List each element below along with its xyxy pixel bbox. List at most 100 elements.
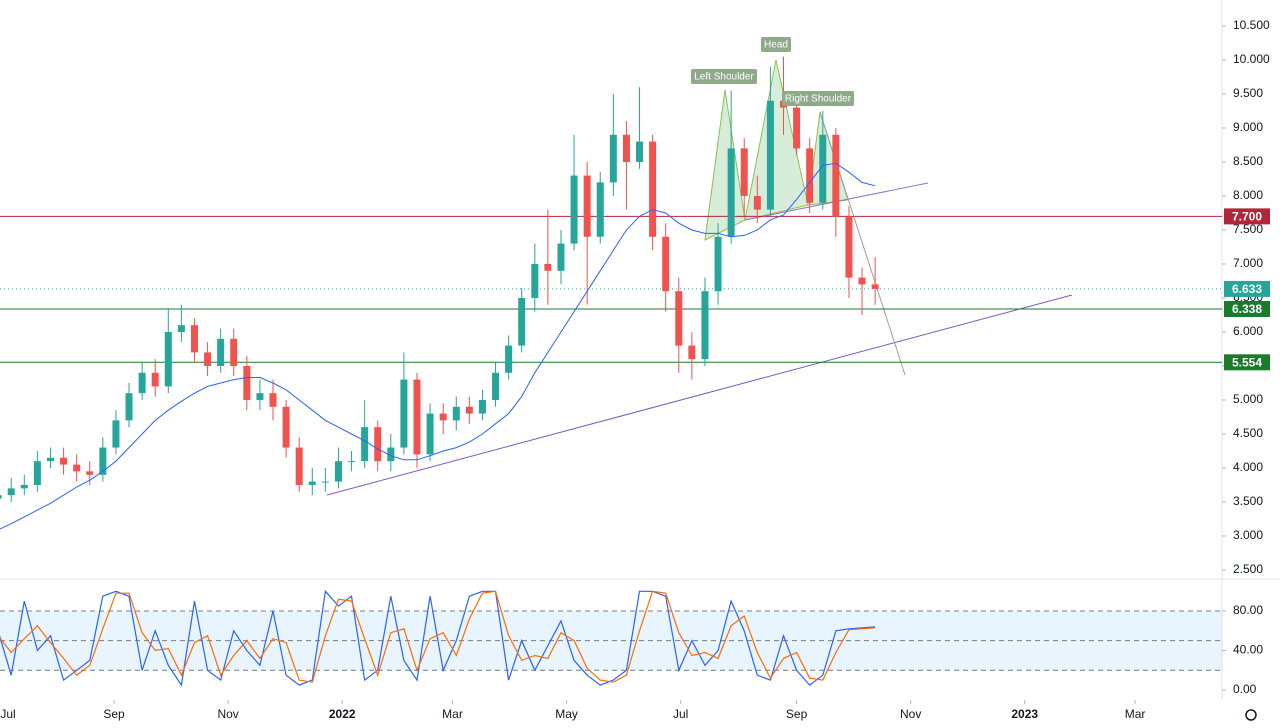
candle-body	[583, 175, 591, 237]
candle-body	[701, 291, 709, 360]
annotation-box	[761, 37, 791, 52]
osc-y-tick-label: 0.00	[1233, 682, 1257, 696]
price-level-label: 7.700	[1232, 210, 1262, 224]
y-tick-label: 10.500	[1233, 18, 1270, 32]
y-tick-label: 4.000	[1233, 460, 1263, 474]
candle-body	[858, 277, 866, 285]
candle-body	[138, 372, 146, 394]
candle-body	[99, 447, 107, 475]
candle-body	[282, 406, 290, 448]
y-tick-label: 10.000	[1233, 52, 1270, 66]
candle-body	[125, 393, 133, 421]
x-tick-label: 2022	[329, 707, 356, 721]
candle-body	[727, 148, 735, 237]
candle-body	[334, 461, 342, 482]
x-tick-label: Mar	[1125, 707, 1146, 721]
candle-body	[151, 372, 159, 387]
price-level-box	[1224, 354, 1270, 371]
osc-y-tick-label: 40.00	[1233, 643, 1263, 657]
y-tick-label: 3.500	[1233, 494, 1263, 508]
head-shape	[744, 59, 809, 221]
candle-body	[465, 406, 473, 414]
candle-body	[688, 345, 696, 360]
candle-body	[649, 141, 657, 237]
candle-body	[478, 399, 486, 414]
candle-body	[374, 427, 382, 462]
y-tick-label: 8.000	[1233, 188, 1263, 202]
candle-body	[400, 379, 408, 448]
x-tick-label: Sep	[103, 707, 125, 721]
candle-body	[73, 464, 81, 472]
candle-body	[387, 447, 395, 462]
candle-body	[492, 372, 500, 400]
candle-body	[557, 243, 565, 271]
candle-body	[321, 481, 329, 483]
candle-body	[112, 420, 120, 448]
candle-body	[793, 107, 801, 149]
candle-body	[505, 345, 513, 373]
candle-body	[740, 148, 748, 196]
candle-body	[413, 379, 421, 455]
x-tick-label: Nov	[900, 707, 921, 721]
left-shoulder-shape	[704, 89, 746, 241]
candle-body	[753, 195, 761, 210]
y-tick-label: 5.000	[1233, 392, 1263, 406]
y-tick-label: 6.000	[1233, 324, 1263, 338]
candle-body	[845, 216, 853, 278]
oscillator-line	[0, 589, 876, 687]
annotation-box	[782, 91, 854, 106]
y-tick-label: 8.500	[1233, 154, 1263, 168]
x-tick-label: Mar	[442, 707, 463, 721]
price-level-box	[1224, 300, 1270, 317]
candle-body	[806, 148, 814, 203]
support-trendline	[326, 294, 1073, 496]
price-level-label: 6.338	[1232, 302, 1262, 316]
candle-body	[204, 352, 212, 366]
candle-body	[269, 393, 277, 407]
price-level-label: 6.633	[1232, 282, 1262, 296]
candle-body	[256, 393, 264, 400]
y-tick-label: 2.500	[1233, 562, 1263, 576]
y-tick-label: 4.500	[1233, 426, 1263, 440]
candle-body	[46, 457, 54, 462]
moving-average	[0, 162, 876, 530]
x-tick-label: Jul	[673, 707, 688, 721]
y-tick-label: 7.000	[1233, 256, 1263, 270]
y-tick-label: 7.500	[1233, 222, 1263, 236]
x-tick-label: May	[555, 707, 578, 721]
candle-body	[295, 447, 303, 485]
x-tick-label: 2023	[1011, 707, 1038, 721]
settings-icon[interactable]	[1245, 709, 1257, 721]
x-tick-label: Sep	[786, 707, 808, 721]
candle-body	[439, 413, 447, 421]
candle-body	[243, 365, 251, 400]
candle-body	[33, 461, 41, 485]
candle-body	[871, 284, 879, 289]
annotation-box	[691, 69, 757, 84]
candle-body	[361, 427, 369, 462]
candle-body	[60, 457, 68, 465]
candle-body	[544, 263, 552, 271]
price-level-box	[1224, 280, 1270, 297]
candle-body	[452, 406, 460, 421]
candle-body	[622, 134, 630, 162]
candle-body	[217, 338, 225, 366]
y-tick-label: 9.000	[1233, 120, 1263, 134]
candle-body	[86, 471, 94, 475]
price-level-label: 5.554	[1232, 355, 1262, 369]
candle-body	[675, 291, 683, 346]
candle-body	[348, 461, 356, 463]
candle-body	[20, 484, 28, 489]
candle-body	[662, 236, 670, 292]
x-tick-label: Nov	[217, 707, 238, 721]
candle-body	[531, 263, 539, 298]
candle-body	[596, 182, 604, 237]
candle-body	[0, 495, 2, 499]
candle-body	[308, 481, 316, 485]
candle-body	[766, 100, 774, 210]
candle-body	[832, 134, 840, 217]
price-level-box	[1224, 208, 1270, 225]
candle-body	[609, 134, 617, 183]
y-tick-label: 3.000	[1233, 528, 1263, 542]
y-tick-label: 9.500	[1233, 86, 1263, 100]
